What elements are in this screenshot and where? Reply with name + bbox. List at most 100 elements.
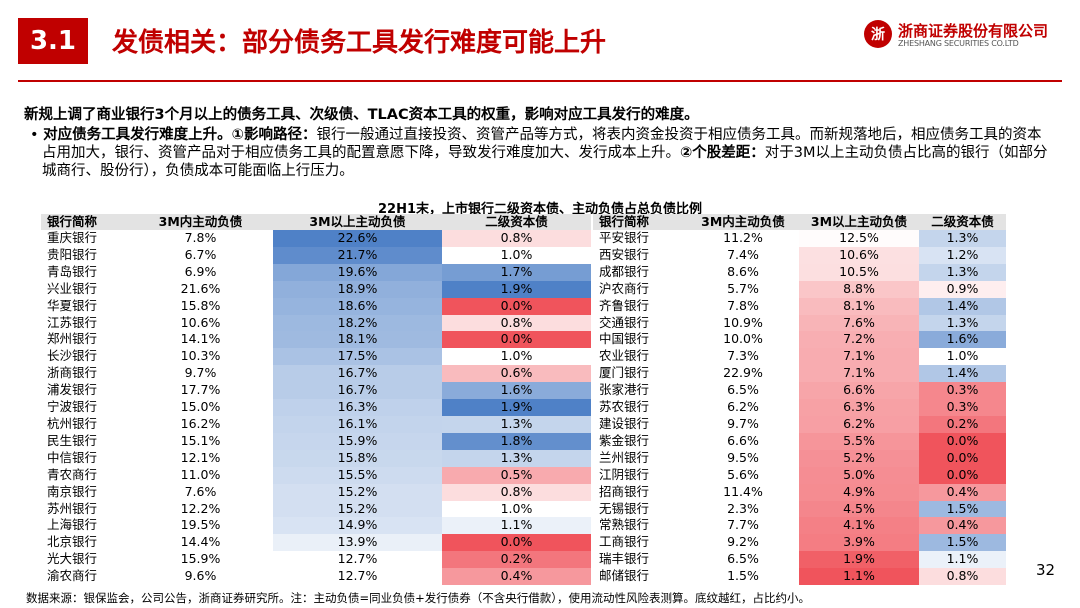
bank-name-cell: 交通银行 <box>591 314 687 332</box>
table-row: 渝农商行 9.6% 12.7% 0.4% 邮储银行 1.5% 1.1% 0.8% <box>41 568 1006 586</box>
short-liability-cell: 6.5% <box>727 551 759 567</box>
table-row: 江苏银行 10.6% 18.2% 0.8% 交通银行 10.9% 7.6% 1.3% <box>41 314 1006 332</box>
long-liability-cell: 10.6% <box>799 246 919 264</box>
header-bank-name: 银行简称 <box>41 214 128 230</box>
header-short-liability: 3M内主动负债 <box>687 214 799 230</box>
long-liability-cell: 16.3% <box>273 399 442 416</box>
tier2-bond-cell: 1.3% <box>442 449 592 467</box>
bank-name-cell: 兰州银行 <box>591 449 687 467</box>
short-liability-cell: 10.3% <box>180 348 221 364</box>
bank-name-cell: 重庆银行 <box>47 230 98 245</box>
long-liability-cell: 18.1% <box>273 331 442 349</box>
short-liability-cell: 7.4% <box>727 246 759 262</box>
intro-bullet: • 对应债务工具发行难度上升。①影响路径：银行一般通过直接投资、资管产品等方式，… <box>24 126 1054 180</box>
short-liability-cell: 22.9% <box>723 365 763 381</box>
bank-name-cell: 兴业银行 <box>47 280 98 296</box>
page-title: 发债相关：部分债务工具发行难度可能上升 <box>112 28 607 58</box>
intro-lead: 新规上调了商业银行3个月以上的债务工具、次级债、TLAC资本工具的权重，影响对应… <box>24 107 699 123</box>
tier2-bond-cell: 1.3% <box>919 230 1006 247</box>
table-row: 长沙银行 10.3% 17.5% 1.0% 农业银行 7.3% 7.1% 1.0% <box>41 348 1006 366</box>
bullet-dot: • <box>30 127 39 143</box>
short-liability-cell: 21.6% <box>180 280 221 296</box>
table-row: 华夏银行 15.8% 18.6% 0.0% 齐鲁银行 7.8% 8.1% 1.4% <box>41 297 1006 315</box>
tier2-bond-cell: 0.4% <box>442 568 592 586</box>
long-liability-cell: 15.2% <box>273 483 442 501</box>
short-liability-cell: 9.2% <box>727 534 759 550</box>
tier2-bond-cell: 1.0% <box>919 348 1006 366</box>
tier2-bond-cell: 0.8% <box>442 230 592 247</box>
long-liability-cell: 1.1% <box>799 568 919 586</box>
bank-name-cell: 沪农商行 <box>591 280 687 298</box>
long-liability-cell: 15.2% <box>273 500 442 518</box>
short-liability-cell: 2.3% <box>727 500 759 516</box>
section-number: 3.1 <box>18 18 88 64</box>
tier2-bond-cell: 0.0% <box>919 466 1006 484</box>
tier2-bond-cell: 1.6% <box>919 331 1006 349</box>
long-liability-cell: 14.9% <box>273 517 442 535</box>
long-liability-cell: 6.2% <box>799 415 919 433</box>
tier2-bond-cell: 1.3% <box>919 263 1006 281</box>
short-liability-cell: 7.7% <box>727 517 759 533</box>
tier2-bond-cell: 1.1% <box>442 517 592 535</box>
short-liability-cell: 7.8% <box>184 230 217 245</box>
bank-name-cell: 贵阳银行 <box>47 246 98 262</box>
long-liability-cell: 15.5% <box>273 466 442 484</box>
bank-name-cell: 民生银行 <box>47 432 98 448</box>
bank-name-cell: 无锡银行 <box>591 500 687 518</box>
long-liability-cell: 19.6% <box>273 263 442 281</box>
short-liability-cell: 10.0% <box>723 331 763 347</box>
short-liability-cell: 11.4% <box>723 483 763 499</box>
table-row: 浦发银行 17.7% 16.7% 1.6% 张家港行 6.5% 6.6% 0.3% <box>41 382 1006 400</box>
table-title: 22H1末，上市银行二级资本债、主动负债占总负债比例 <box>377 202 703 217</box>
short-liability-cell: 11.0% <box>180 466 221 482</box>
bank-name-cell: 华夏银行 <box>47 297 98 313</box>
bank-name-cell: 光大银行 <box>47 551 98 567</box>
long-liability-cell: 6.3% <box>799 399 919 416</box>
long-liability-cell: 7.6% <box>799 314 919 332</box>
tier2-bond-cell: 1.6% <box>442 382 592 400</box>
intro-text: 新规上调了商业银行3个月以上的债务工具、次级债、TLAC资本工具的权重，影响对应… <box>24 106 1054 180</box>
long-liability-cell: 15.8% <box>273 449 442 467</box>
table-row: 兴业银行 21.6% 18.9% 1.9% 沪农商行 5.7% 8.8% 0.9% <box>41 280 1006 298</box>
table-row: 苏州银行 12.2% 15.2% 1.0% 无锡银行 2.3% 4.5% 1.5% <box>41 500 1006 518</box>
liability-table: 银行简称 3M内主动负债 3M以上主动负债 二级资本债 银行简称 3M内主动负债… <box>41 214 1006 586</box>
long-liability-cell: 21.7% <box>273 246 442 264</box>
tier2-bond-cell: 1.0% <box>442 500 592 518</box>
long-liability-cell: 22.6% <box>273 230 442 247</box>
long-liability-cell: 16.7% <box>273 365 442 383</box>
short-liability-cell: 8.6% <box>727 263 759 279</box>
tier2-bond-cell: 1.9% <box>442 399 592 416</box>
tier2-bond-cell: 1.5% <box>919 534 1006 552</box>
table-row: 宁波银行 15.0% 16.3% 1.9% 苏农银行 6.2% 6.3% 0.3% <box>41 399 1006 416</box>
table-row: 青岛银行 6.9% 19.6% 1.7% 成都银行 8.6% 10.5% 1.3% <box>41 263 1006 281</box>
bank-name-cell: 瑞丰银行 <box>591 551 687 569</box>
long-liability-cell: 13.9% <box>273 534 442 552</box>
table-row: 青农商行 11.0% 15.5% 0.5% 江阴银行 5.6% 5.0% 0.0% <box>41 466 1006 484</box>
long-liability-cell: 5.2% <box>799 449 919 467</box>
tier2-bond-cell: 0.0% <box>442 297 592 315</box>
short-liability-cell: 5.7% <box>727 280 759 296</box>
long-liability-cell: 7.2% <box>799 331 919 349</box>
tier2-bond-cell: 1.3% <box>442 415 592 433</box>
long-liability-cell: 12.7% <box>273 568 442 586</box>
tier2-bond-cell: 0.3% <box>919 382 1006 400</box>
tier2-bond-cell: 0.8% <box>442 483 592 501</box>
bank-name-cell: 西安银行 <box>591 246 687 264</box>
short-liability-cell: 12.1% <box>180 449 221 465</box>
bank-name-cell: 工商银行 <box>591 534 687 552</box>
tier2-bond-cell: 0.2% <box>442 551 592 569</box>
short-liability-cell: 15.8% <box>180 297 221 313</box>
short-liability-cell: 19.5% <box>180 517 221 533</box>
bank-name-cell: 苏州银行 <box>47 500 98 516</box>
long-liability-cell: 8.1% <box>799 297 919 315</box>
short-liability-cell: 1.5% <box>727 568 759 584</box>
bank-name-cell: 宁波银行 <box>47 399 98 415</box>
bank-name-cell: 常熟银行 <box>591 517 687 535</box>
table-row: 浙商银行 9.7% 16.7% 0.6% 厦门银行 22.9% 7.1% 1.4% <box>41 365 1006 383</box>
tier2-bond-cell: 0.8% <box>919 568 1006 586</box>
header-long-liability: 3M以上主动负债 <box>273 214 442 230</box>
header-bank-name: 银行简称 <box>591 214 687 230</box>
short-liability-cell: 16.2% <box>180 415 221 431</box>
bank-name-cell: 上海银行 <box>47 517 98 533</box>
tier2-bond-cell: 0.4% <box>919 517 1006 535</box>
